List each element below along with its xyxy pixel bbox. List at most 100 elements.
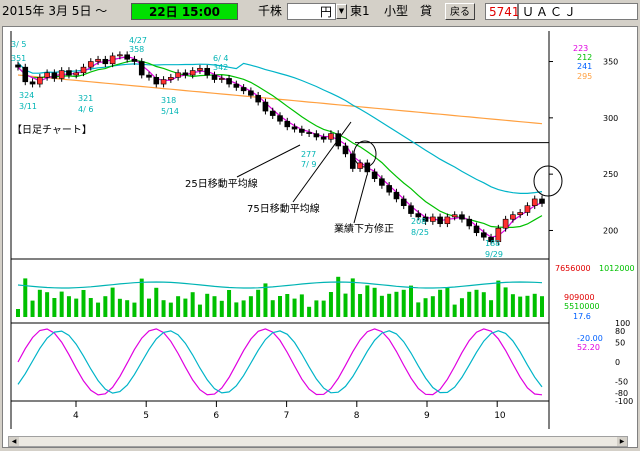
candle-body — [430, 216, 436, 222]
month-tick-label: 5 — [143, 411, 149, 421]
volume-bar — [459, 298, 464, 317]
scroll-left-icon[interactable]: ◀ — [9, 437, 19, 446]
price-label: 277 — [301, 150, 316, 159]
price-label: 8/25 — [411, 228, 429, 237]
volume-bar — [132, 302, 137, 317]
candle-body — [87, 61, 94, 68]
candle-body — [524, 205, 531, 213]
osc-tick-label: -100 — [615, 397, 633, 406]
volume-bar — [219, 300, 224, 317]
volume-bar — [387, 293, 392, 317]
candle-body — [502, 218, 509, 229]
price-label: 342 — [213, 63, 228, 72]
month-tick-label: 4 — [73, 411, 79, 421]
volume-bar — [241, 300, 246, 317]
volume-bar — [452, 304, 457, 317]
osc-tick-label: 50 — [615, 339, 625, 348]
volume-bar — [416, 302, 421, 317]
candle-body — [393, 191, 400, 200]
candle-body — [146, 74, 152, 78]
volume-bar — [96, 302, 101, 317]
loan-label: 貸 — [420, 4, 433, 18]
back-button[interactable]: 戻る — [445, 3, 475, 20]
legend-value: 1012000 — [599, 264, 635, 273]
ma75-annotation: 75日移動平均線 — [247, 202, 320, 215]
price-label: 324 — [19, 91, 34, 100]
volume-bar — [74, 298, 79, 317]
volume-bar — [314, 300, 319, 317]
osc-line-a — [17, 328, 543, 396]
volume-bar — [372, 287, 377, 317]
candle-body — [342, 145, 349, 155]
volume-bar — [510, 294, 515, 317]
candle-body — [211, 74, 218, 80]
candle-body — [357, 162, 363, 169]
candle-body — [109, 55, 116, 65]
scroll-right-icon[interactable]: ▶ — [617, 437, 627, 446]
volume-bar — [496, 280, 501, 317]
price-label: 5/14 — [161, 107, 179, 116]
candle-body — [248, 90, 254, 96]
volume-bar — [328, 292, 333, 317]
candle-body — [197, 67, 203, 71]
candle-body — [218, 78, 225, 80]
volume-bar — [438, 289, 443, 317]
candle-body — [517, 212, 523, 216]
candle-body — [153, 76, 160, 85]
candle-body — [335, 133, 342, 147]
candle-body — [539, 198, 545, 204]
volume-bar — [474, 289, 479, 317]
volume-bar — [489, 300, 494, 317]
month-tick-label: 8 — [354, 411, 360, 421]
chart-title: 【日足チャート】 — [12, 124, 92, 136]
horizontal-scrollbar[interactable]: ◀ ▶ — [8, 436, 628, 447]
toolbar: 2015年 3月 5日 ～ 22日 15:00 千株 円 ▼ 東1 小型 貸 戻… — [0, 0, 640, 24]
candle-body — [131, 58, 138, 62]
volume-bar — [285, 294, 290, 317]
volume-bar — [59, 291, 64, 317]
company-name-field: ＵＡＣＪ — [518, 3, 638, 20]
candle-body — [44, 72, 50, 78]
volume-bar — [139, 278, 144, 317]
candle-body — [488, 236, 494, 243]
osc-line-b — [17, 330, 543, 394]
date-label: 2015年 3月 5日 ～ — [2, 4, 108, 18]
currency-select[interactable]: 円 — [287, 3, 336, 20]
candle-body — [459, 214, 465, 220]
candle-body — [29, 81, 36, 85]
candle-body — [328, 133, 334, 140]
legend-value: 52.20 — [577, 343, 600, 352]
volume-bar — [263, 283, 268, 317]
price-label: 3/11 — [19, 102, 37, 111]
ma25-pointer — [236, 144, 301, 178]
volume-bar — [103, 296, 108, 317]
price-label: 7/ 9 — [301, 160, 316, 169]
stock-code-field[interactable]: 5741 — [485, 3, 520, 20]
candle-body — [349, 153, 356, 169]
volume-bar — [365, 285, 370, 317]
volume-bar — [343, 293, 348, 317]
candle-body — [400, 198, 407, 206]
price-label: 208 — [411, 217, 426, 226]
candle-body — [386, 185, 392, 193]
candle-body — [58, 70, 65, 79]
legend-value: 7656000 — [555, 264, 591, 273]
candle-body — [320, 136, 327, 140]
volume-bar — [445, 287, 450, 317]
candle-body — [102, 58, 109, 65]
candle-body — [510, 214, 516, 220]
currency-dropdown-icon[interactable]: ▼ — [336, 4, 347, 19]
type-label: 小型 — [384, 4, 409, 18]
end-time-field[interactable]: 22日 15:00 — [131, 3, 238, 20]
volume-bar — [503, 287, 508, 317]
month-tick-label: 7 — [284, 411, 290, 421]
volume-bar — [234, 302, 239, 317]
candle-body — [299, 128, 305, 133]
volume-bar — [88, 298, 93, 317]
candle-body — [95, 58, 101, 62]
volume-bar — [30, 300, 35, 317]
candle-body — [117, 54, 123, 57]
volume-bar — [307, 306, 312, 317]
